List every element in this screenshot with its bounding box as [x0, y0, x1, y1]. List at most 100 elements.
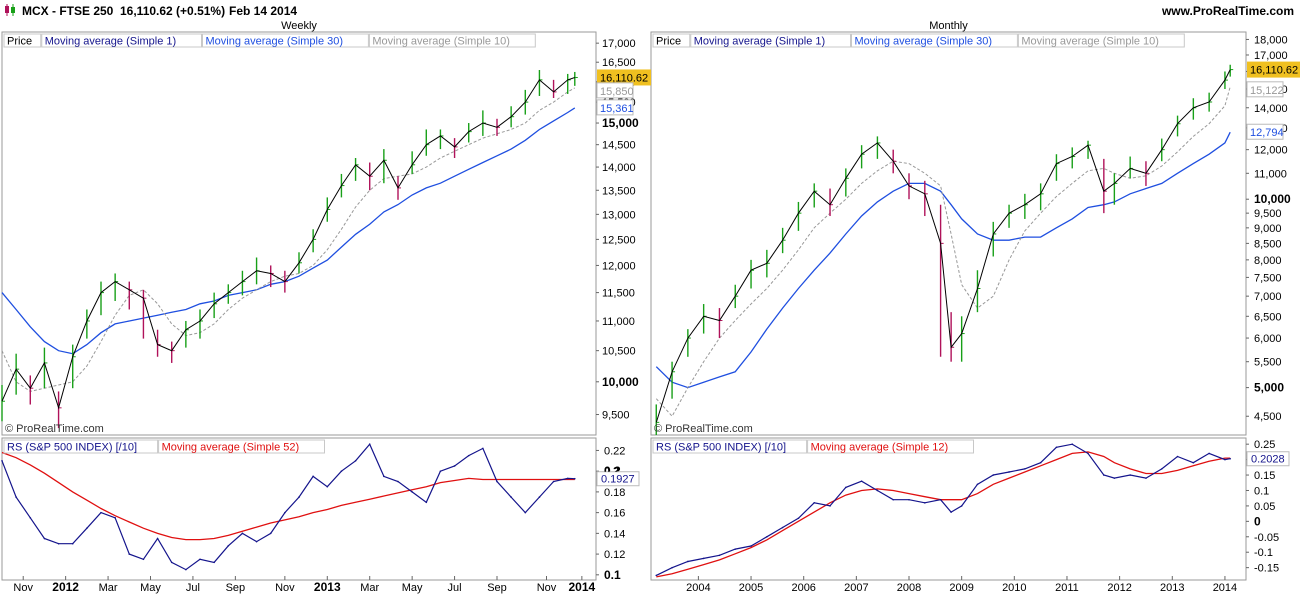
y-tick-label: 18,000	[1254, 34, 1288, 46]
x-tick-label: Nov	[275, 582, 295, 594]
ma-long-line	[655, 131, 1231, 389]
rs-point	[829, 505, 831, 507]
rs-point	[482, 447, 484, 450]
x-tick-label: Nov	[13, 582, 33, 594]
legend-item	[851, 33, 1018, 48]
x-tick-label: 2014	[569, 580, 596, 594]
rs-point	[860, 480, 863, 483]
x-tick-label: 2008	[897, 582, 921, 594]
x-tick-label: 2005	[739, 582, 763, 594]
rs-point	[573, 477, 576, 480]
y-tick-label: 14,500	[602, 140, 636, 152]
rs-point	[924, 502, 926, 504]
y-tick-label: 13,500	[602, 185, 636, 197]
legend-item	[41, 33, 202, 48]
ma-mid-label: 15,122	[1250, 85, 1284, 97]
symbol-name: MCX - FTSE 250	[22, 4, 114, 18]
legend-item	[158, 439, 325, 454]
y-tick-label: 10,000	[602, 375, 639, 389]
legend: RS (S&P 500 INDEX) [/10] Moving average (…	[652, 439, 974, 454]
rs-point	[950, 511, 952, 513]
rs-point	[797, 517, 800, 520]
y-tick-label: 16,500	[602, 57, 636, 69]
y-tick-label: 14,000	[1254, 103, 1288, 115]
rs-point	[1087, 452, 1089, 455]
rs-point	[312, 475, 314, 478]
rs-point	[702, 557, 705, 560]
legend-item-label: Moving average (Simple 12)	[811, 442, 949, 454]
ma-mid-line	[655, 86, 1231, 418]
y-tick-label: 9,000	[1254, 223, 1282, 235]
legend-item-label: Price	[656, 36, 681, 48]
y-tick-label: 11,000	[602, 316, 635, 328]
panel-frame	[1, 437, 597, 581]
ma-long-badge	[596, 99, 634, 116]
x-tick-label: 2013	[314, 580, 341, 594]
x-tick-label: 2004	[686, 582, 710, 594]
rs-point	[213, 561, 215, 564]
rs-point	[425, 501, 428, 504]
rs-point	[467, 454, 470, 457]
legend-item-label: Moving average (Simple 30)	[206, 36, 344, 48]
y-tick-label: -0.05	[1254, 532, 1279, 544]
rs-point	[510, 496, 512, 498]
legend-item-label: Moving average (Simple 1)	[694, 36, 825, 48]
rs-point	[960, 505, 963, 507]
ma-short-line	[655, 69, 1231, 423]
rs-line	[1, 443, 575, 571]
y-tick-label: 11,000	[1254, 168, 1287, 180]
ma-mid-badge	[1246, 81, 1284, 98]
x-tick-label: Jul	[448, 582, 462, 594]
rs-point	[368, 443, 371, 446]
y-tick-label: 0.1	[1254, 485, 1269, 497]
y-tick-label: 0.22	[604, 445, 625, 457]
legend-item	[652, 33, 691, 48]
x-tick-label: Mar	[360, 582, 379, 594]
rs-point	[57, 542, 60, 545]
rs-point	[1192, 461, 1195, 464]
ma-long-label: 15,361	[600, 103, 634, 115]
rs-point	[892, 498, 895, 501]
rs-point	[876, 489, 879, 492]
quote-date: Feb 14 2014	[229, 4, 298, 18]
ma-long-badge	[1246, 123, 1284, 140]
legend-item	[3, 33, 42, 48]
x-tick-label: Jul	[186, 582, 200, 594]
ma-long-label: 12,794	[1250, 127, 1284, 139]
rs-point	[1024, 468, 1026, 470]
rs-value-label: 0.2028	[1251, 454, 1285, 466]
rs-point	[100, 511, 102, 514]
legend-item	[652, 439, 808, 454]
legend-item	[368, 33, 536, 48]
panel-title: Weekly	[281, 20, 317, 32]
panel-frame	[1, 31, 597, 436]
rs-value-badge	[596, 471, 640, 487]
site-url[interactable]: www.ProRealTime.com	[1161, 4, 1294, 18]
y-tick-label: 6,500	[1254, 311, 1282, 323]
legend-item-label: Moving average (Simple 30)	[855, 36, 993, 48]
y-tick-label: 0.25	[1254, 439, 1275, 451]
x-tick-label: Sep	[487, 582, 507, 594]
rs-point	[43, 537, 46, 540]
rs-point	[1224, 458, 1226, 461]
y-tick-label: 6,000	[1254, 333, 1282, 345]
last-price-label: 16,110.62	[1250, 65, 1298, 77]
y-tick-label: 17,000	[602, 38, 636, 50]
rs-point	[340, 470, 343, 472]
rs-point	[538, 496, 541, 498]
panel-title: Monthly	[929, 20, 968, 32]
x-tick-label: 2013	[1160, 582, 1184, 594]
legend-item	[1017, 33, 1185, 48]
rs-point	[939, 498, 942, 501]
rs-point	[992, 474, 995, 476]
rs-ma-line	[1, 451, 575, 541]
rs-point	[1208, 452, 1210, 455]
header-bar: MCX - FTSE 250 16,110.62 (+0.51%) Feb 14…	[0, 0, 1300, 20]
x-tick-label: Nov	[537, 582, 557, 594]
y-tick-label: 12,000	[1254, 145, 1288, 157]
watermark: © ProRealTime.com	[654, 423, 753, 435]
legend-item-label: Moving average (Simple 1)	[45, 36, 176, 48]
rs-point	[1176, 455, 1179, 458]
rs-point	[750, 545, 752, 547]
last-price-badge	[597, 69, 651, 86]
